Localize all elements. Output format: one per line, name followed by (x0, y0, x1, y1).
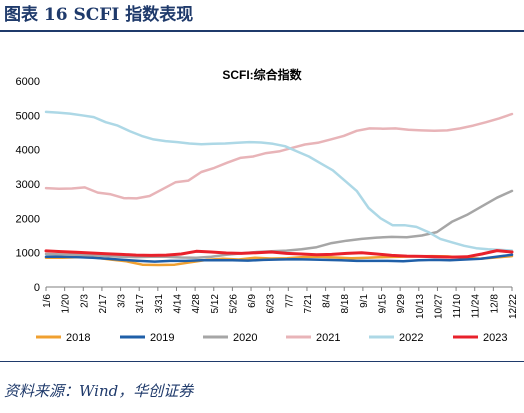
legend-label-2023: 2023 (483, 332, 507, 344)
x-tick-label: 9/1 (359, 294, 370, 308)
title-rule (0, 30, 524, 32)
chart-title: SCFI:综合指数 (222, 67, 302, 82)
x-tick-label: 9/15 (378, 294, 389, 314)
x-tick-label: 7/7 (284, 294, 295, 308)
y-tick-label: 4000 (16, 145, 40, 157)
y-tick-label: 6000 (16, 76, 40, 88)
series-line-2022 (44, 110, 514, 252)
x-tick-label: 3/3 (117, 294, 128, 308)
legend-label-2022: 2022 (399, 332, 423, 344)
legend-label-2018: 2018 (66, 332, 90, 344)
source-rule (0, 361, 524, 362)
series-line-2020 (44, 189, 514, 260)
x-tick-label: 7/21 (303, 294, 314, 314)
x-tick-label: 5/12 (210, 294, 221, 314)
source-note: 资料来源：Wind，华创证券 (4, 382, 194, 400)
y-tick-label: 5000 (16, 110, 40, 122)
legend-label-2019: 2019 (150, 332, 174, 344)
x-tick-label: 11/24 (471, 294, 482, 319)
x-tick-label: 2/3 (79, 294, 90, 308)
x-tick-label: 3/17 (135, 294, 146, 314)
x-tick-label: 8/18 (340, 294, 351, 314)
x-tick-label: 5/26 (228, 294, 239, 314)
x-tick-label: 8/4 (322, 294, 333, 308)
x-tick-label: 3/31 (154, 294, 165, 314)
series-line-2019 (44, 253, 514, 263)
x-tick-label: 6/23 (266, 294, 277, 314)
x-tick-label: 12/8 (489, 294, 500, 314)
x-tick-label: 1/6 (42, 294, 53, 308)
x-tick-label: 4/28 (191, 294, 202, 314)
legend-label-2021: 2021 (316, 332, 340, 344)
x-tick-label: 10/27 (433, 294, 444, 319)
x-tick-label: 10/13 (415, 294, 426, 319)
x-tick-label: 1/20 (61, 294, 72, 314)
x-tick-label: 12/22 (508, 294, 519, 319)
x-tick-label: 11/10 (452, 294, 463, 319)
x-tick-label: 4/14 (172, 294, 183, 314)
chart-axes: 0 1000 2000 3000 4000 5000 6000 1/6 1/20 2/3 2/17 3… (16, 76, 519, 319)
figure-title: 图表 16 SCFI 指数表现 (4, 5, 194, 25)
x-tick-label: 9/29 (396, 294, 407, 314)
y-tick-label: 1000 (16, 248, 40, 260)
x-tick-label: 6/9 (247, 294, 258, 308)
y-tick-label: 3000 (16, 179, 40, 191)
series-line-2021 (44, 112, 514, 200)
x-tick-label: 2/17 (98, 294, 109, 314)
chart-lines (44, 110, 514, 267)
y-tick-label: 0 (34, 282, 40, 294)
series-line-2023 (44, 249, 514, 259)
y-tick-label: 2000 (16, 213, 40, 225)
legend-label-2020: 2020 (233, 332, 257, 344)
chart-legend: 2018 2019 2020 2021 2022 2023 (36, 332, 507, 344)
